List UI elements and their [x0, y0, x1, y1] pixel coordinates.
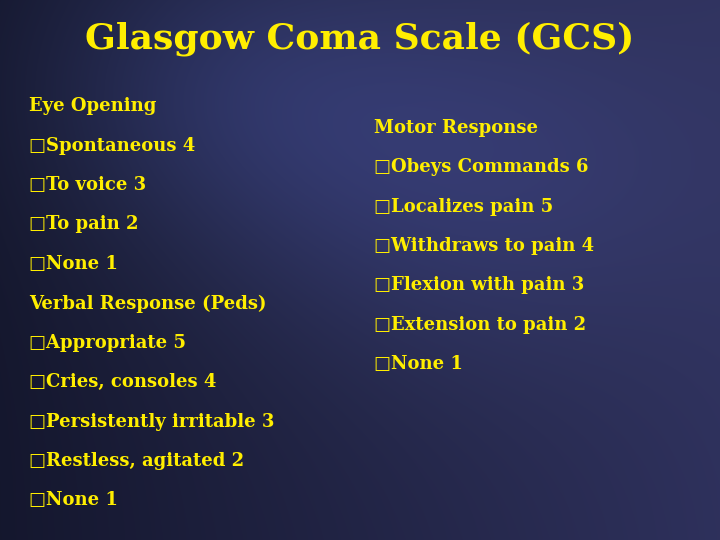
Text: □To pain 2: □To pain 2: [29, 215, 138, 233]
Text: □None 1: □None 1: [374, 355, 463, 373]
Text: Eye Opening: Eye Opening: [29, 97, 156, 115]
Text: □Withdraws to pain 4: □Withdraws to pain 4: [374, 237, 595, 255]
Text: Motor Response: Motor Response: [374, 119, 539, 137]
Text: □Persistently irritable 3: □Persistently irritable 3: [29, 413, 274, 430]
Text: □Flexion with pain 3: □Flexion with pain 3: [374, 276, 585, 294]
Text: □Appropriate 5: □Appropriate 5: [29, 334, 186, 352]
Text: □Cries, consoles 4: □Cries, consoles 4: [29, 373, 216, 391]
Text: □Spontaneous 4: □Spontaneous 4: [29, 137, 195, 154]
Text: □Restless, agitated 2: □Restless, agitated 2: [29, 452, 244, 470]
Text: Glasgow Coma Scale (GCS): Glasgow Coma Scale (GCS): [85, 22, 635, 56]
Text: □Obeys Commands 6: □Obeys Commands 6: [374, 158, 589, 176]
Text: □To voice 3: □To voice 3: [29, 176, 146, 194]
Text: Verbal Response (Peds): Verbal Response (Peds): [29, 294, 266, 313]
Text: □None 1: □None 1: [29, 255, 117, 273]
Text: □Localizes pain 5: □Localizes pain 5: [374, 198, 554, 215]
Text: □Extension to pain 2: □Extension to pain 2: [374, 316, 587, 334]
Text: □None 1: □None 1: [29, 491, 117, 509]
